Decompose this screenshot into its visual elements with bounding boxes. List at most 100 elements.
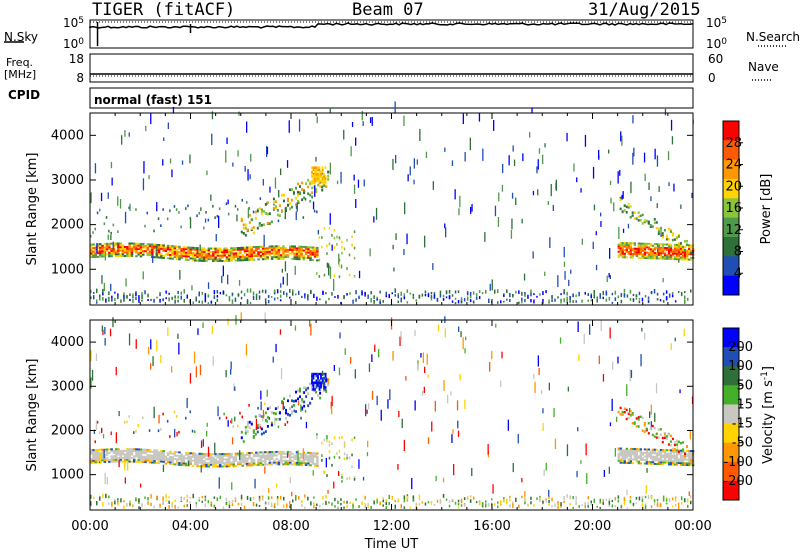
heatmap-cell [153, 229, 155, 233]
heatmap-cell [637, 462, 640, 465]
heatmap-cell [278, 204, 281, 207]
heatmap-cell [457, 420, 459, 429]
heatmap-cell [662, 498, 665, 502]
heatmap-cell [645, 257, 649, 260]
heatmap-cell [187, 246, 190, 249]
heatmap-cell [247, 208, 249, 219]
heatmap-cell [180, 254, 183, 257]
heatmap-cell [434, 400, 436, 412]
heatmap-cell [427, 293, 430, 298]
heatmap-cell [203, 252, 206, 255]
heatmap-cell [153, 451, 156, 454]
heatmap-cell [665, 238, 668, 241]
heatmap-cell [234, 248, 238, 251]
heatmap-cell [92, 449, 95, 452]
heatmap-frame [89, 319, 694, 511]
heatmap-cell [444, 328, 446, 338]
heatmap-cell [465, 336, 467, 341]
heatmap-cell [619, 452, 622, 455]
heatmap-cell [270, 250, 274, 253]
heatmap-cell [244, 166, 246, 172]
heatmap-cell [258, 504, 261, 507]
heatmap-cell [529, 132, 531, 138]
heatmap-cell [166, 457, 170, 460]
heatmap-cell [331, 292, 333, 296]
heatmap-cell [210, 504, 213, 507]
heatmap-cell [252, 255, 256, 258]
heatmap-cell [237, 452, 240, 455]
heatmap-cell [187, 452, 190, 455]
heatmap-cell [162, 450, 165, 453]
heatmap-cell [647, 452, 651, 455]
heatmap-cell [135, 296, 137, 300]
heatmap-cell [635, 458, 638, 461]
heatmap-cell [614, 497, 617, 501]
heatmap-cell [273, 245, 276, 248]
heatmap-cell [671, 258, 675, 260]
heatmap-cell [268, 222, 271, 225]
heatmap-cell [194, 456, 197, 459]
heatmap-cell [121, 247, 125, 250]
heatmap-cell [635, 453, 638, 456]
heatmap-cell [573, 163, 575, 172]
heatmap-cell [246, 420, 249, 424]
heatmap-cell [252, 464, 256, 467]
heatmap-cell [313, 505, 315, 509]
heatmap-cell [165, 290, 167, 294]
heatmap-cell [130, 249, 134, 252]
heatmap-cell [311, 381, 313, 384]
heatmap-cell [596, 296, 598, 299]
heatmap-cell [93, 291, 95, 294]
heatmap-cell [358, 295, 360, 298]
heatmap-cell [637, 211, 640, 214]
heatmap-cell [96, 461, 100, 464]
heatmap-cell [90, 243, 93, 246]
heatmap-cell [625, 456, 628, 459]
heatmap-cell [133, 242, 136, 245]
heatmap-cell [323, 175, 325, 178]
heatmap-cell [298, 456, 301, 459]
heatmap-cell [135, 453, 138, 456]
heatmap-cell [128, 246, 131, 249]
heatmap-cell [563, 261, 566, 267]
heatmap-cell [155, 456, 159, 459]
heatmap-cell [353, 256, 356, 260]
heatmap-cell [320, 372, 322, 376]
heatmap-cell [128, 333, 131, 346]
heatmap-cell [291, 405, 293, 409]
heatmap-cell [679, 251, 683, 254]
heatmap-cell [187, 253, 190, 256]
heatmap-cell [146, 454, 149, 457]
heatmap-cell [216, 462, 220, 464]
heatmap-cell [200, 440, 203, 448]
heatmap-cell [162, 464, 165, 472]
heatmap-cell [248, 457, 251, 460]
heatmap-cell [239, 246, 242, 249]
heatmap-cell [560, 502, 562, 507]
heatmap-cell [553, 407, 555, 418]
heatmap-cell [637, 448, 640, 451]
heatmap-cell [662, 292, 665, 296]
heatmap-cell [321, 175, 324, 178]
heatmap-cell [649, 225, 652, 228]
heatmap-cell [639, 451, 642, 454]
heatmap-cell [178, 462, 181, 464]
heatmap-cell [259, 249, 263, 252]
heatmap-cell [156, 202, 158, 212]
heatmap-cell [665, 456, 669, 459]
heatmap-cell [338, 236, 341, 239]
heatmap-cell [393, 267, 395, 272]
heatmap-cell [223, 453, 226, 456]
heatmap-cell [643, 248, 647, 251]
heatmap-cell [613, 202, 615, 212]
heatmap-cell [572, 300, 574, 303]
heatmap-cell [257, 258, 260, 261]
heatmap-cell [501, 184, 504, 192]
heatmap-cell [123, 247, 127, 250]
heatmap-cell [211, 133, 213, 146]
heatmap-cell [311, 379, 313, 382]
heatmap-cell [169, 254, 172, 256]
heatmap-cell [119, 247, 122, 250]
heatmap-cell [333, 481, 335, 489]
